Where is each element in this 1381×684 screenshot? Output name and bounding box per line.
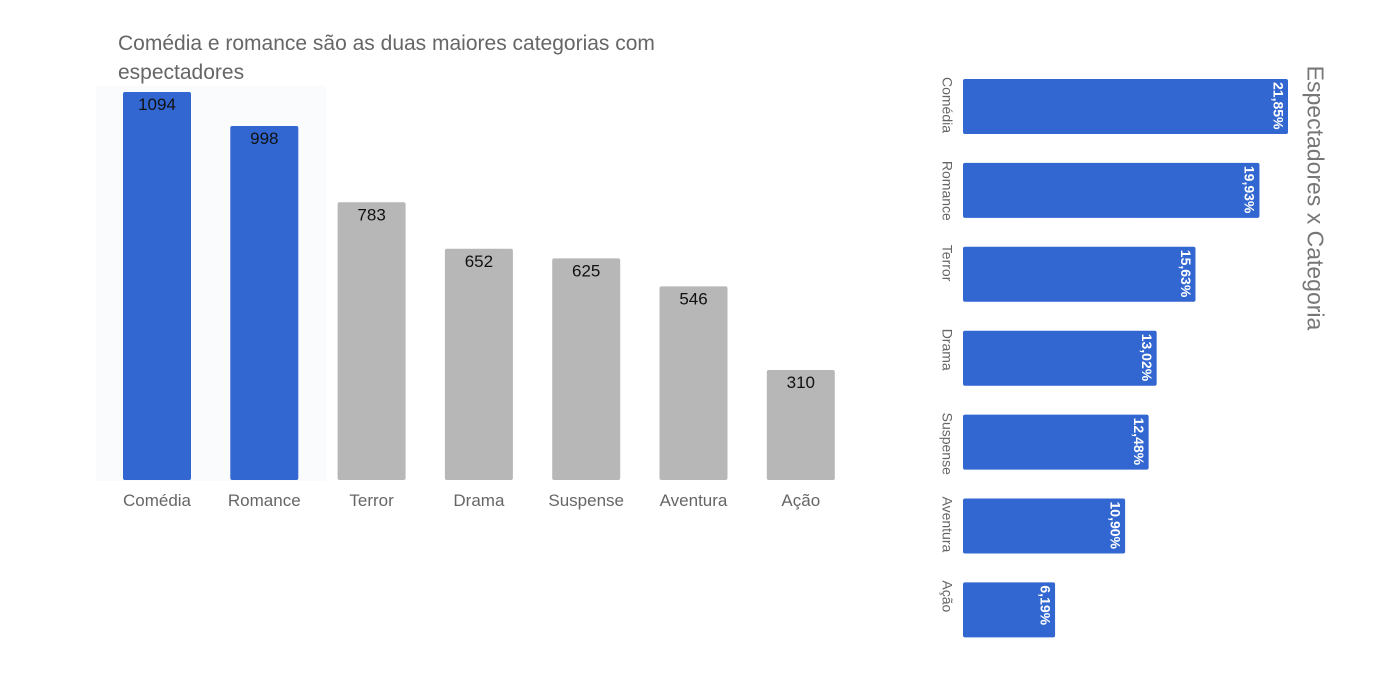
y-tick-romance: Romance xyxy=(939,161,955,221)
bar-romance xyxy=(230,126,299,480)
y-tick-aventura: Aventura xyxy=(939,497,955,553)
bar-terror xyxy=(337,202,406,481)
data-label-comedia: 1094 xyxy=(138,95,176,114)
hbar-label-romance: 19,93% xyxy=(1242,166,1258,214)
x-tick-suspense: Suspense xyxy=(548,491,624,510)
bar-aventura xyxy=(659,286,728,480)
hbar-label-aventura: 10,90% xyxy=(1107,502,1123,550)
left-chart-title: Comédia e romance são as duas maiores ca… xyxy=(118,32,655,84)
bar-acao xyxy=(766,370,835,480)
data-label-aventura: 546 xyxy=(679,289,707,308)
hbar-label-acao: 6,19% xyxy=(1037,585,1053,625)
x-tick-terror: Terror xyxy=(349,491,394,510)
hbar-romance xyxy=(963,162,1260,218)
x-tick-acao: Ação xyxy=(781,491,820,510)
x-tick-drama: Drama xyxy=(453,491,505,510)
y-tick-drama: Drama xyxy=(939,329,955,371)
x-tick-comedia: Comédia xyxy=(123,491,192,510)
data-label-terror: 783 xyxy=(357,205,385,224)
hbar-label-suspense: 12,48% xyxy=(1131,418,1147,466)
y-tick-comedia: Comédia xyxy=(939,77,955,133)
hbar-drama xyxy=(963,330,1157,386)
hbar-aventura xyxy=(963,498,1126,554)
right-chart-title: Espectadores x Categoria xyxy=(1302,65,1329,331)
hbar-terror xyxy=(963,246,1196,302)
y-tick-terror: Terror xyxy=(939,245,955,282)
data-label-acao: 310 xyxy=(787,373,815,392)
bar-drama xyxy=(444,248,513,480)
x-tick-aventura: Aventura xyxy=(660,491,728,510)
hbar-label-terror: 15,63% xyxy=(1178,250,1194,298)
hbar-label-comedia: 21,85% xyxy=(1270,82,1286,130)
data-label-romance: 998 xyxy=(250,129,278,148)
hbar-label-drama: 13,02% xyxy=(1139,334,1155,382)
hbar-suspense xyxy=(963,414,1149,470)
data-label-drama: 652 xyxy=(465,252,493,271)
hbar-comedia xyxy=(963,79,1288,134)
y-tick-acao: Ação xyxy=(939,580,955,612)
hbar-acao xyxy=(963,582,1056,638)
y-tick-suspense: Suspense xyxy=(939,413,955,475)
data-label-suspense: 625 xyxy=(572,261,600,280)
x-tick-romance: Romance xyxy=(228,491,301,510)
bar-comedia xyxy=(123,92,191,480)
bar-suspense xyxy=(552,258,621,480)
